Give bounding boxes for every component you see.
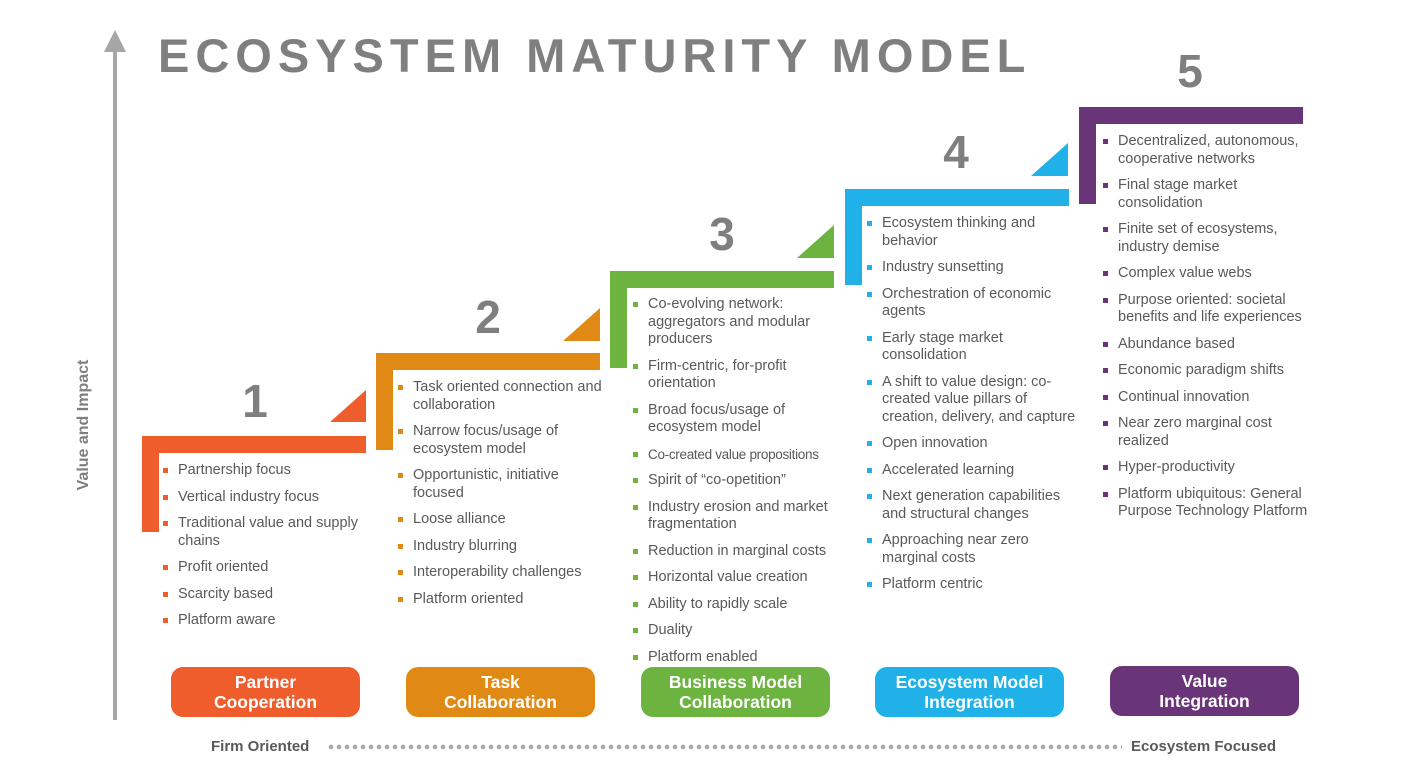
list-item: Purpose oriented: societal benefits and …: [1102, 292, 1312, 327]
list-item: Co-evolving network: aggregators and mod…: [632, 296, 844, 349]
list-item: Open innovation: [866, 435, 1078, 453]
stage-arrow-icon: [330, 390, 366, 422]
stage-arrow-icon: [563, 308, 600, 341]
list-item: Duality: [632, 622, 844, 640]
y-axis-line: [113, 48, 117, 720]
stage-label-pill: Value Integration: [1110, 666, 1299, 716]
list-item: Final stage market consolidation: [1102, 177, 1312, 212]
stage-label: Partner Cooperation: [213, 672, 318, 712]
list-item: Platform ubiquitous: General Purpose Tec…: [1102, 486, 1312, 521]
list-item: Industry erosion and market fragmentatio…: [632, 499, 844, 534]
stage-label: Ecosystem Model Integration: [895, 672, 1044, 712]
list-item: Platform oriented: [397, 591, 607, 609]
stage-step-side: [845, 189, 862, 285]
stage-number: 1: [242, 375, 268, 427]
stage-step-top: [142, 436, 366, 453]
x-axis-dotted-line: [327, 744, 1122, 750]
list-item: Opportunistic, initiative focused: [397, 467, 607, 502]
stage-label-pill: Business Model Collaboration: [641, 667, 830, 717]
list-item: Early stage market consolidation: [866, 330, 1078, 365]
stage-label-pill: Ecosystem Model Integration: [875, 667, 1064, 717]
page-title: ECOSYSTEM MATURITY MODEL: [158, 29, 1032, 82]
list-item: Hyper-productivity: [1102, 459, 1312, 477]
list-item: Decentralized, autonomous, cooperative n…: [1102, 133, 1312, 168]
stage-arrow-icon: [1031, 143, 1068, 176]
stage-label: Business Model Collaboration: [668, 672, 803, 712]
list-item: Platform enabled: [632, 649, 844, 667]
stage-label-pill: Task Collaboration: [406, 667, 595, 717]
stage-label: Task Collaboration: [444, 672, 557, 712]
list-item: Economic paradigm shifts: [1102, 362, 1312, 380]
list-item: Industry sunsetting: [866, 259, 1078, 277]
list-item: Partnership focus: [162, 462, 362, 480]
list-item: Reduction in marginal costs: [632, 543, 844, 561]
list-item: Finite set of ecosystems, industry demis…: [1102, 221, 1312, 256]
list-item: Orchestration of economic agents: [866, 286, 1078, 321]
stage-items: Ecosystem thinking and behavior Industry…: [866, 215, 1078, 603]
list-item: Task oriented connection and collaborati…: [397, 379, 607, 414]
list-item: Profit oriented: [162, 559, 362, 577]
list-item: A shift to value design: co-created valu…: [866, 374, 1078, 427]
stage-items: Decentralized, autonomous, cooperative n…: [1102, 133, 1312, 530]
stage-step-side: [142, 436, 159, 532]
list-item: Complex value webs: [1102, 265, 1312, 283]
list-item: Broad focus/usage of ecosystem model: [632, 402, 844, 437]
stage-items: Task oriented connection and collaborati…: [397, 379, 607, 617]
list-item: Interoperability challenges: [397, 564, 607, 582]
stage-step-top: [610, 271, 834, 288]
list-item: Continual innovation: [1102, 389, 1312, 407]
stage-label: Value Integration: [1159, 671, 1250, 711]
list-item: Industry blurring: [397, 538, 607, 556]
list-item: Horizontal value creation: [632, 569, 844, 587]
list-item: Platform centric: [866, 576, 1078, 594]
list-item: Approaching near zero marginal costs: [866, 532, 1078, 567]
x-axis-left-label: Firm Oriented: [211, 738, 310, 755]
stage-number: 5: [1177, 45, 1203, 97]
stage-step-side: [1079, 107, 1096, 204]
list-item: Co-created value propositions: [632, 446, 844, 464]
list-item: Scarcity based: [162, 586, 362, 604]
list-item: Narrow focus/usage of ecosystem model: [397, 423, 607, 458]
list-item: Abundance based: [1102, 336, 1312, 354]
x-axis-right-label: Ecosystem Focused: [1131, 738, 1277, 755]
list-item: Near zero marginal cost realized: [1102, 415, 1312, 450]
stage-step-top: [1079, 107, 1303, 124]
list-item: Loose alliance: [397, 511, 607, 529]
stage-number: 4: [943, 126, 969, 178]
list-item: Vertical industry focus: [162, 489, 362, 507]
stage-number: 3: [709, 208, 735, 260]
stage-step-top: [376, 353, 600, 370]
stage-step-side: [610, 271, 627, 368]
list-item: Firm-centric, for-profit orientation: [632, 358, 844, 393]
list-item: Spirit of “co-opetition”: [632, 472, 844, 490]
stage-step-top: [845, 189, 1069, 206]
stage-number: 2: [475, 291, 501, 343]
stage-items: Partnership focus Vertical industry focu…: [162, 462, 362, 639]
y-axis-arrow-icon: [104, 30, 126, 52]
list-item: Accelerated learning: [866, 462, 1078, 480]
list-item: Platform aware: [162, 612, 362, 630]
list-item: Traditional value and supply chains: [162, 515, 362, 550]
list-item: Next generation capabilities and structu…: [866, 488, 1078, 523]
stage-label-pill: Partner Cooperation: [171, 667, 360, 717]
stage-step-side: [376, 353, 393, 450]
y-axis-label: Value and Impact: [75, 359, 92, 491]
list-item: Ecosystem thinking and behavior: [866, 215, 1078, 250]
stage-items: Co-evolving network: aggregators and mod…: [632, 296, 844, 675]
list-item: Ability to rapidly scale: [632, 596, 844, 614]
stage-arrow-icon: [797, 225, 834, 258]
